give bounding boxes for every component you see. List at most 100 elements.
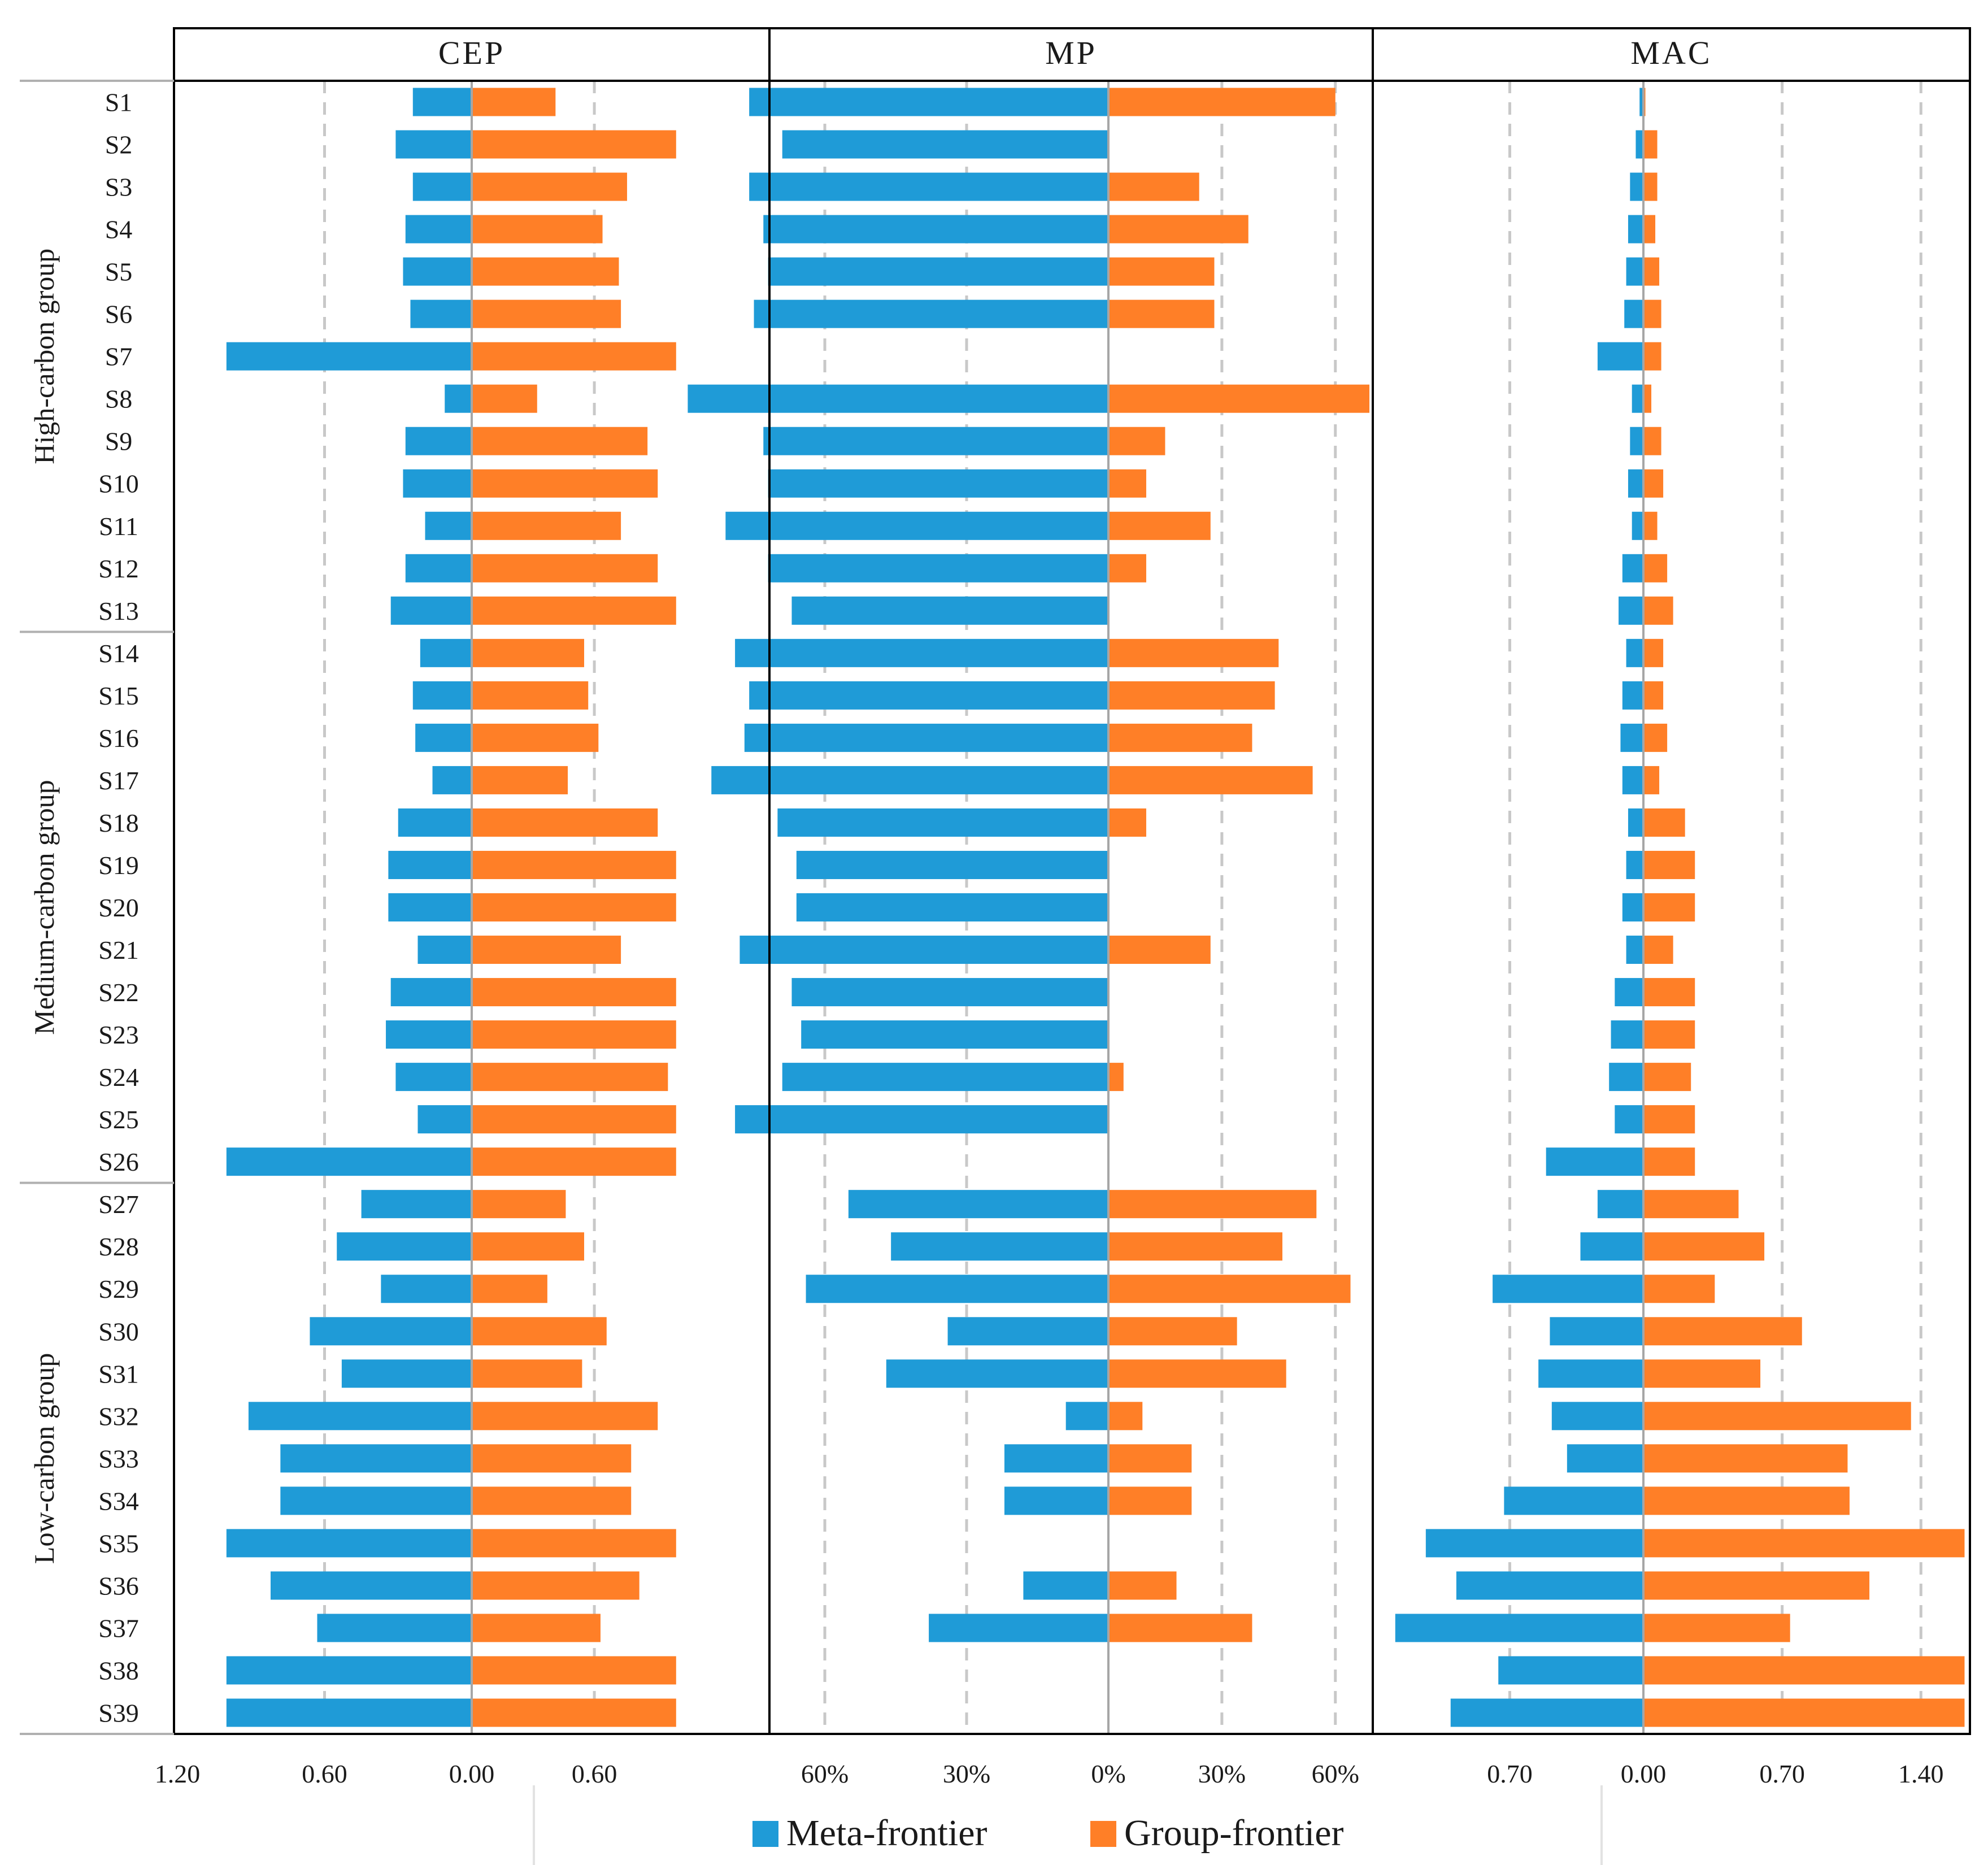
bar-meta-frontier xyxy=(947,1317,1108,1346)
bar-group-frontier xyxy=(472,427,648,455)
bar-group-frontier xyxy=(1643,1444,1848,1473)
group-label: High-carbon group xyxy=(28,249,60,464)
bar-meta-frontier xyxy=(1622,681,1643,710)
bar-meta-frontier xyxy=(1538,1359,1643,1388)
bar-meta-frontier xyxy=(310,1317,472,1346)
bar-group-frontier xyxy=(1643,554,1668,582)
bar-meta-frontier xyxy=(782,1063,1108,1092)
bar-group-frontier xyxy=(1643,638,1664,667)
category-label: S34 xyxy=(98,1486,139,1515)
bar-meta-frontier xyxy=(1622,554,1643,582)
bar-group-frontier xyxy=(1643,1275,1715,1303)
category-label: S15 xyxy=(98,681,139,710)
bar-group-frontier xyxy=(1643,427,1661,455)
bar-group-frontier xyxy=(1108,1063,1124,1092)
bar-group-frontier xyxy=(1108,88,1336,116)
bar-meta-frontier xyxy=(791,978,1108,1007)
category-label: S14 xyxy=(98,639,139,668)
bar-group-frontier xyxy=(1643,936,1673,964)
bar-meta-frontier xyxy=(1004,1486,1108,1515)
bar-meta-frontier xyxy=(417,936,472,964)
bar-group-frontier xyxy=(472,808,658,837)
x-tick-label: 60% xyxy=(801,1759,849,1788)
bar-meta-frontier xyxy=(777,808,1108,837)
bar-group-frontier xyxy=(472,342,676,371)
bar-meta-frontier xyxy=(1626,850,1643,879)
category-label: S8 xyxy=(105,385,133,414)
bar-group-frontier xyxy=(1643,1232,1765,1261)
bar-group-frontier xyxy=(1643,1105,1695,1134)
bar-group-frontier xyxy=(1108,1317,1237,1346)
bar-meta-frontier xyxy=(1004,1444,1108,1473)
bar-meta-frontier xyxy=(415,723,472,752)
category-label: S18 xyxy=(98,808,139,837)
bar-meta-frontier xyxy=(891,1232,1108,1261)
bar-group-frontier xyxy=(1108,1486,1192,1515)
category-label: S20 xyxy=(98,893,139,922)
bar-meta-frontier xyxy=(768,257,1108,286)
bar-meta-frontier xyxy=(744,723,1108,752)
bar-group-frontier xyxy=(472,723,599,752)
bar-group-frontier xyxy=(1643,1147,1695,1176)
bar-group-frontier xyxy=(472,130,676,159)
category-label: S16 xyxy=(98,724,139,753)
category-label: S26 xyxy=(98,1147,139,1176)
bar-group-frontier xyxy=(472,1571,640,1600)
bar-group-frontier xyxy=(472,1656,676,1685)
category-label: S39 xyxy=(98,1698,139,1727)
category-label: S4 xyxy=(105,215,133,244)
x-tick-label: 1.20 xyxy=(155,1759,201,1788)
bar-group-frontier xyxy=(472,893,676,921)
bar-meta-frontier xyxy=(749,172,1108,201)
bar-meta-frontier xyxy=(1546,1147,1643,1176)
bar-meta-frontier xyxy=(763,215,1108,244)
bar-meta-frontier xyxy=(1615,1105,1643,1134)
bar-meta-frontier xyxy=(390,596,472,625)
bar-meta-frontier xyxy=(386,1020,472,1049)
bar-group-frontier xyxy=(1108,1359,1286,1388)
x-tick-label: 30% xyxy=(1198,1759,1246,1788)
category-label: S25 xyxy=(98,1105,139,1134)
bar-meta-frontier xyxy=(1023,1571,1108,1600)
category-label: S11 xyxy=(99,512,138,541)
bar-meta-frontier xyxy=(1551,1402,1643,1431)
category-label: S22 xyxy=(98,978,139,1007)
bar-group-frontier xyxy=(1643,1529,1965,1558)
bar-group-frontier xyxy=(472,978,676,1007)
bar-meta-frontier xyxy=(739,936,1108,964)
bar-group-frontier xyxy=(472,172,627,201)
bar-group-frontier xyxy=(472,257,619,286)
bar-meta-frontier xyxy=(711,766,1108,794)
bar-meta-frontier xyxy=(1630,172,1643,201)
bar-meta-frontier xyxy=(226,1147,472,1176)
bar-meta-frontier xyxy=(796,850,1108,879)
bar-group-frontier xyxy=(1643,1402,1911,1431)
bar-meta-frontier xyxy=(1622,766,1643,794)
bar-group-frontier xyxy=(472,1359,582,1388)
x-tick-label: 0.00 xyxy=(449,1759,495,1788)
bar-group-frontier xyxy=(1108,766,1313,794)
bar-group-frontier xyxy=(1643,978,1695,1007)
bar-meta-frontier xyxy=(1615,978,1643,1007)
bar-group-frontier xyxy=(472,299,621,328)
bar-group-frontier xyxy=(1643,596,1673,625)
bar-group-frontier xyxy=(472,850,676,879)
bar-group-frontier xyxy=(472,1444,632,1473)
bar-meta-frontier xyxy=(1597,1190,1643,1219)
bar-meta-frontier xyxy=(412,88,472,116)
bar-meta-frontier xyxy=(361,1190,472,1219)
bar-meta-frontier xyxy=(388,893,472,921)
bar-meta-frontier xyxy=(1619,596,1643,625)
bar-meta-frontier xyxy=(341,1359,472,1388)
bar-group-frontier xyxy=(1643,1063,1691,1092)
bar-meta-frontier xyxy=(226,1698,472,1727)
x-tick-label: 60% xyxy=(1312,1759,1359,1788)
bar-meta-frontier xyxy=(791,596,1108,625)
bar-group-frontier xyxy=(1108,1614,1252,1642)
bar-group-frontier xyxy=(472,596,676,625)
category-label: S12 xyxy=(98,554,139,583)
bar-meta-frontier xyxy=(782,130,1108,159)
bar-group-frontier xyxy=(1643,1614,1790,1642)
bar-meta-frontier xyxy=(410,299,472,328)
bar-group-frontier xyxy=(1643,1571,1870,1600)
